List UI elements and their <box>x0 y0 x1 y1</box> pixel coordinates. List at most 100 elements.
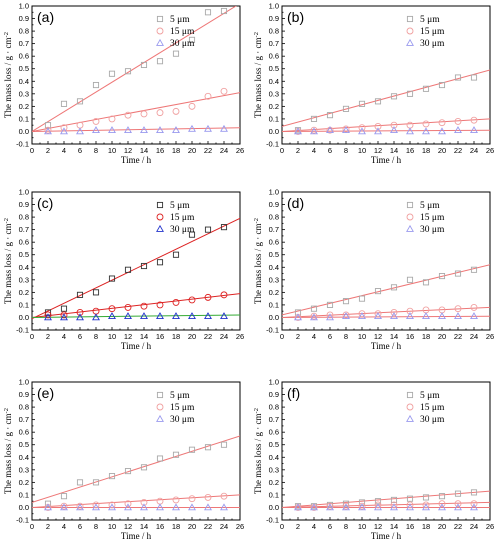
x-tick-label: 26 <box>486 332 494 341</box>
data-point <box>92 501 100 509</box>
plot-frame <box>31 381 241 521</box>
y-tick-label: 0.5 <box>19 250 29 259</box>
data-point <box>358 124 366 132</box>
legend-label: 30 μm <box>420 225 445 235</box>
legend-marker <box>156 391 164 399</box>
data-point <box>204 92 212 100</box>
fit-line <box>32 92 240 132</box>
data-point <box>156 455 164 462</box>
data-point <box>140 498 148 506</box>
y-tick-label: 0.0 <box>269 503 279 512</box>
data-point <box>438 127 446 135</box>
y-tick-label: 0.2 <box>19 478 29 487</box>
data-point <box>326 311 334 319</box>
data-point <box>358 503 366 511</box>
y-tick-label: 0.0 <box>19 127 29 136</box>
y-tick-label: 0.4 <box>19 263 29 272</box>
x-axis-title: Time / h <box>371 155 402 165</box>
legend-label: 15 μm <box>420 27 445 37</box>
data-point <box>172 312 180 320</box>
y-tick-label: 0.8 <box>269 213 279 222</box>
data-point <box>470 266 478 273</box>
y-tick-label: 0.1 <box>269 114 279 123</box>
data-point <box>342 105 350 112</box>
data-point <box>326 503 334 511</box>
data-point <box>124 503 132 511</box>
data-point <box>294 127 302 135</box>
legend-marker <box>156 38 164 46</box>
fit-line <box>32 127 240 132</box>
data-point <box>220 87 228 95</box>
data-point <box>204 503 212 511</box>
legend-label: 5 μm <box>170 391 190 401</box>
x-tick-label: 10 <box>358 522 366 531</box>
data-point <box>326 126 334 134</box>
x-tick-label: 14 <box>140 522 148 531</box>
data-point <box>124 468 132 475</box>
y-tick-label: 1.0 <box>19 2 29 11</box>
y-tick-label: 0.3 <box>19 465 29 474</box>
chart-panel: 0 2 4 6 8 10 12 14 16 18 20 22 24 26-0.10.00.10.20.30… <box>253 188 494 352</box>
data-point <box>454 270 462 277</box>
y-axis-title-text: The mass loss / g · cm <box>3 37 13 118</box>
y-tick-label: 0.4 <box>19 77 29 86</box>
y-tick-label: 0.7 <box>269 415 279 424</box>
data-point <box>438 503 446 511</box>
data-point <box>172 50 180 57</box>
data-point <box>326 502 334 510</box>
data-point <box>358 312 366 320</box>
data-point <box>188 312 196 320</box>
data-point <box>156 259 164 266</box>
data-point <box>92 307 100 315</box>
y-tick-label: 0.7 <box>269 39 279 48</box>
x-tick-label: 16 <box>406 146 414 155</box>
x-tick-label: 14 <box>390 332 398 341</box>
y-tick-label: 0.6 <box>19 52 29 61</box>
data-point <box>140 61 148 69</box>
x-tick-label: 0 <box>280 522 284 531</box>
y-tick-label: 0.7 <box>269 225 279 234</box>
data-point <box>294 503 302 511</box>
x-tick-label: 26 <box>486 146 494 155</box>
data-point <box>342 125 350 133</box>
data-point <box>390 496 398 503</box>
legend-marker <box>406 213 414 221</box>
data-point <box>108 501 116 509</box>
fit-line <box>282 264 490 316</box>
data-point <box>374 503 382 511</box>
data-point <box>422 503 430 511</box>
x-tick-label: 12 <box>124 522 132 531</box>
y-tick-label: 0.3 <box>19 275 29 284</box>
data-point <box>188 102 196 110</box>
panel-label: (e) <box>37 385 54 401</box>
data-point <box>374 122 382 130</box>
x-tick-label: 12 <box>124 146 132 155</box>
legend-marker <box>406 15 414 23</box>
data-point <box>390 121 398 129</box>
panel-label: (d) <box>287 195 304 211</box>
data-point <box>454 74 462 81</box>
y-axis-title-superscript: -2 <box>3 218 10 223</box>
data-point <box>406 312 414 320</box>
y-tick-label: 0.3 <box>269 465 279 474</box>
data-point <box>310 115 318 122</box>
data-point <box>140 110 148 118</box>
y-tick-label: 0.5 <box>19 440 29 449</box>
y-axis-title: The mass loss / g · cm-2 <box>3 32 13 118</box>
x-tick-label: 10 <box>358 332 366 341</box>
y-axis-title-superscript: -2 <box>253 218 260 223</box>
panel-label: (b) <box>287 9 304 25</box>
data-point <box>310 503 318 511</box>
y-tick-label: 0.3 <box>19 89 29 98</box>
data-point <box>422 501 430 509</box>
data-point <box>60 124 68 132</box>
data-point <box>422 494 430 501</box>
data-point <box>422 312 430 320</box>
x-tick-label: 0 <box>280 332 284 341</box>
data-point <box>470 312 478 320</box>
y-tick-label: 1.0 <box>19 378 29 387</box>
legend-marker <box>406 403 414 411</box>
x-tick-label: 22 <box>454 146 462 155</box>
data-point <box>92 479 100 486</box>
data-point <box>76 503 84 511</box>
